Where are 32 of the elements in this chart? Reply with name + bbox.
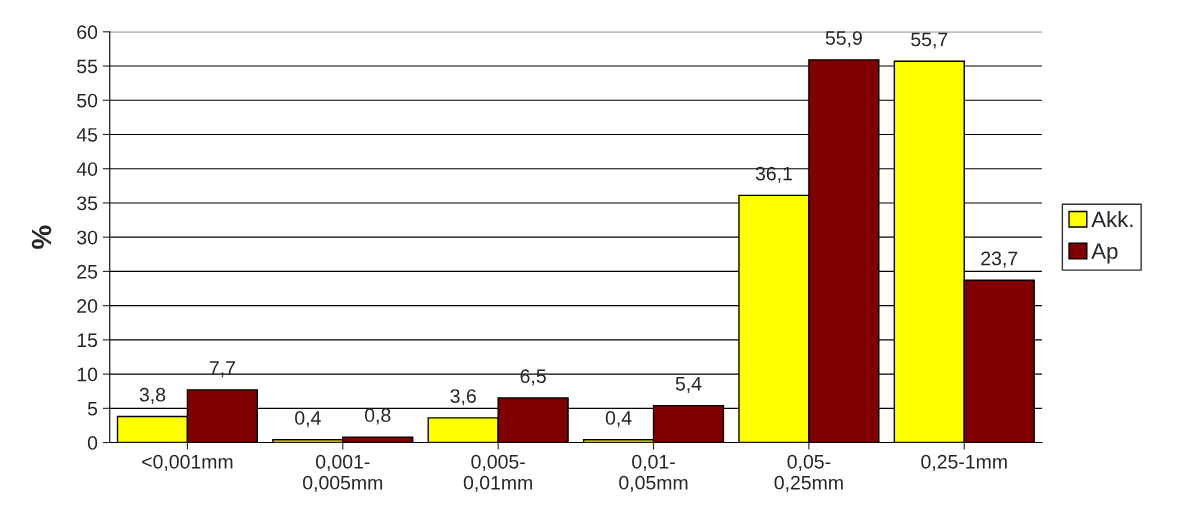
data-label: 23,7 — [981, 251, 1018, 268]
x-tick-label: <0,001mm — [142, 454, 233, 471]
y-axis-title: % — [31, 225, 52, 249]
y-tick-label: 60 — [77, 25, 98, 40]
data-label: 3,8 — [139, 387, 166, 404]
data-label: 55,9 — [825, 31, 862, 48]
y-tick-label: 5 — [87, 401, 98, 416]
data-label: 5,4 — [675, 377, 702, 393]
y-tick-label: 0 — [87, 436, 98, 450]
y-tick-label: 50 — [77, 93, 98, 108]
y-tick-label: 25 — [77, 264, 98, 279]
data-label: 55,7 — [911, 32, 948, 49]
data-label: 0,8 — [364, 408, 391, 425]
data-label: 0,4 — [605, 411, 632, 428]
data-label: 0,4 — [295, 411, 321, 428]
x-tick-label: 0,25-1mm — [921, 454, 1007, 471]
data-label: 36,1 — [755, 166, 792, 183]
x-tick-label: 0,01- 0,05mm — [619, 454, 688, 492]
y-tick-label: 55 — [77, 59, 98, 74]
y-tick-label: 45 — [76, 128, 98, 142]
y-tick-label: 10 — [77, 367, 98, 382]
legend-label: Ap — [1091, 243, 1118, 264]
y-tick-label: 20 — [77, 299, 98, 313]
legend-label: Akk. — [1091, 210, 1133, 228]
y-tick-label: 30 — [77, 230, 98, 245]
x-tick-label: 0,05- 0,25mm — [774, 454, 843, 492]
y-tick-label: 40 — [76, 162, 98, 176]
y-tick-label: 35 — [77, 196, 98, 211]
x-tick-label: 0,001- 0,005mm — [303, 454, 383, 492]
data-label: 3,6 — [450, 389, 476, 406]
x-tick-label: 0,005- 0,01mm — [463, 454, 532, 492]
y-tick-label: 15 — [77, 333, 98, 348]
